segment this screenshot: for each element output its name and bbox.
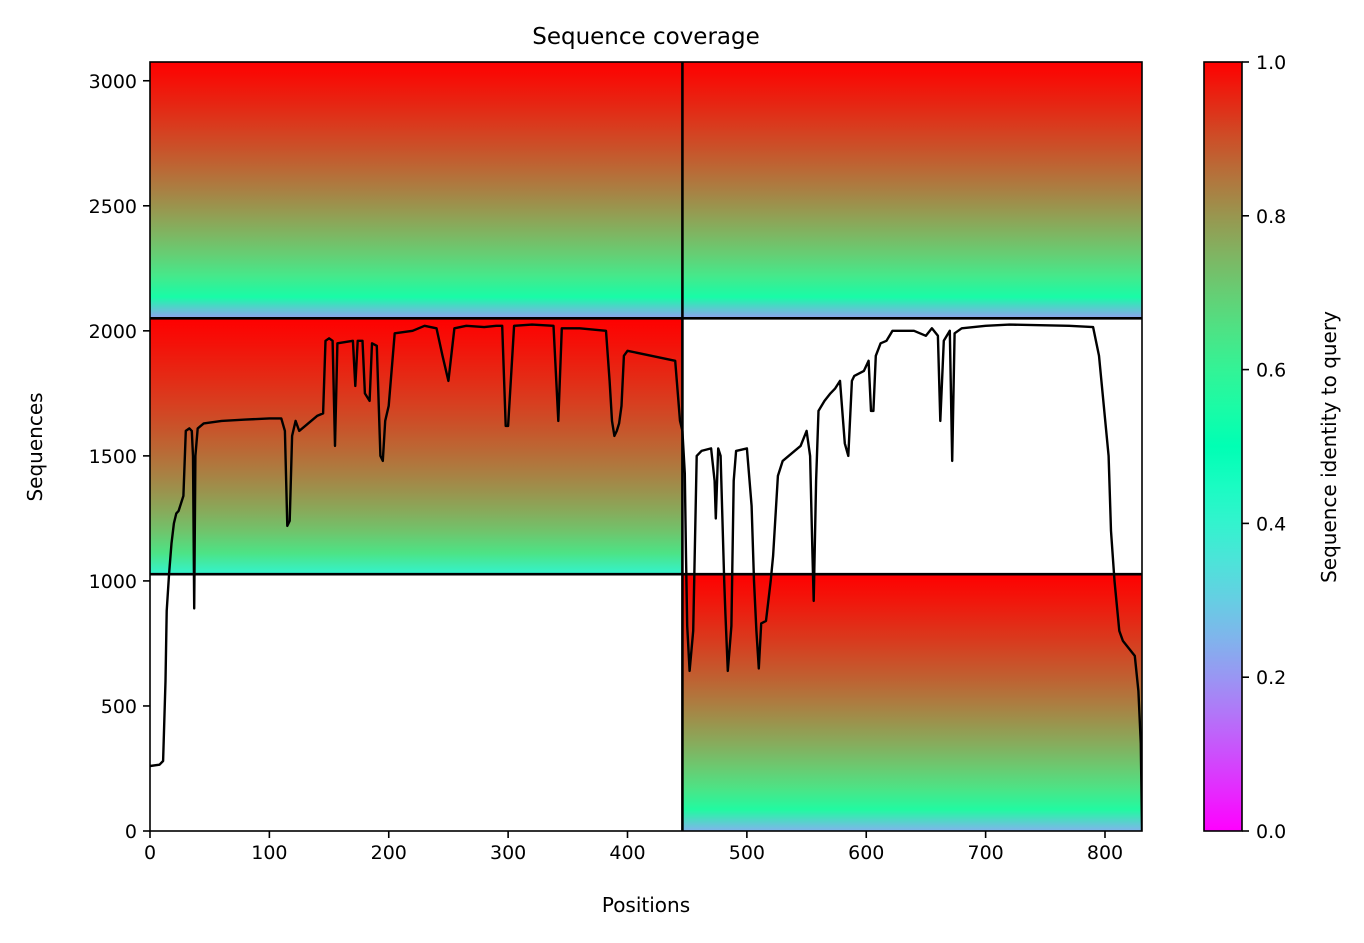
chart-title: Sequence coverage — [532, 24, 760, 50]
y-tick-label: 0 — [125, 821, 137, 843]
x-tick-label: 0 — [144, 842, 156, 864]
y-tick-label: 500 — [101, 696, 137, 718]
coverage-block — [150, 62, 683, 319]
coverage-block — [150, 318, 683, 575]
y-axis-label: Sequences — [23, 392, 47, 501]
y-tick-label: 2000 — [89, 321, 137, 343]
x-tick-label: 300 — [490, 842, 526, 864]
x-tick-label: 400 — [609, 842, 645, 864]
y-axis: 0 500 1000 1500 2000 2500 3000 — [89, 71, 150, 843]
x-tick-label: 700 — [967, 842, 1003, 864]
colorbar-tick-label: 0.4 — [1256, 513, 1286, 535]
coverage-block — [682, 574, 1142, 831]
y-tick-label: 1500 — [89, 446, 137, 468]
colorbar-tick-label: 0.6 — [1256, 360, 1286, 382]
x-tick-label: 500 — [729, 842, 765, 864]
y-tick-label: 1000 — [89, 571, 137, 593]
x-tick-label: 800 — [1087, 842, 1123, 864]
colorbar-tick-label: 0.0 — [1256, 821, 1286, 843]
colorbar-tick-label: 0.2 — [1256, 667, 1286, 689]
colorbar-label: Sequence identity to query — [1317, 311, 1341, 583]
colorbar-ticks: 0.0 0.2 0.4 0.6 0.8 1.0 — [1242, 52, 1286, 843]
colorbar-tick-label: 1.0 — [1256, 52, 1286, 74]
coverage-block — [682, 62, 1142, 319]
coverage-blocks — [150, 62, 1142, 831]
plot-frame — [149, 61, 1143, 832]
y-tick-label: 3000 — [89, 71, 137, 93]
x-axis-label: Positions — [602, 893, 690, 917]
x-tick-label: 200 — [371, 842, 407, 864]
colorbar-tick-label: 0.8 — [1256, 206, 1286, 228]
x-axis: 0 100 200 300 400 500 600 700 800 — [144, 831, 1123, 864]
y-tick-label: 2500 — [89, 196, 137, 218]
colorbar-gradient — [1203, 61, 1243, 832]
coverage-line — [150, 323, 1142, 831]
x-tick-label: 100 — [251, 842, 287, 864]
x-tick-label: 600 — [848, 842, 884, 864]
plot-area — [150, 62, 1142, 831]
colorbar: 0.0 0.2 0.4 0.6 0.8 1.0 Sequence identity to … — [1203, 52, 1341, 843]
